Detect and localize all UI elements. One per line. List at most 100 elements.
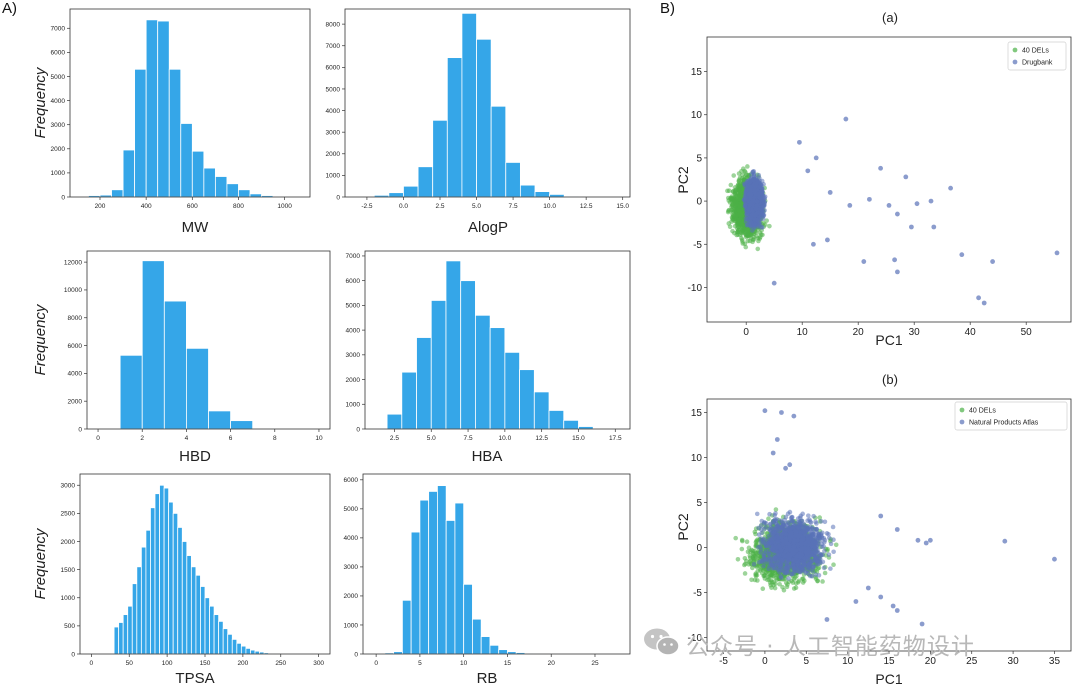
- y-tick-label: 6000: [326, 65, 341, 72]
- scatter-point: [959, 252, 965, 258]
- scatter-point: [796, 578, 802, 584]
- x-tick-label: 300: [313, 660, 324, 667]
- histogram-bar: [240, 645, 247, 655]
- scatter-point: [766, 516, 771, 521]
- y-tick-label: 1500: [61, 567, 76, 574]
- histogram-bar: [209, 605, 215, 655]
- scatter-point: [892, 257, 897, 263]
- scatter-point: [761, 203, 767, 209]
- y-tick-label: 6000: [344, 477, 359, 484]
- histogram-bar: [403, 185, 419, 198]
- x-tick-label: 800: [233, 203, 244, 210]
- histogram-bar: [401, 371, 417, 430]
- histogram-bar: [563, 419, 579, 430]
- plot-frame: [86, 250, 331, 430]
- histogram-bar: [186, 555, 192, 655]
- y-tick-label: 1000: [344, 622, 359, 629]
- histogram-bar: [249, 193, 262, 198]
- plot-frame: [706, 36, 1072, 323]
- scatter-point: [733, 192, 738, 197]
- histogram-bar: [430, 300, 447, 430]
- panel-b-label: B): [660, 0, 675, 17]
- x-tick-label: 400: [141, 203, 152, 210]
- histogram-bar: [519, 184, 536, 198]
- histogram-bar: [145, 529, 151, 655]
- scatter-point: [747, 553, 753, 559]
- scatter-point: [847, 203, 853, 208]
- y-tick-label: 5000: [326, 86, 341, 93]
- scatter-point: [756, 191, 761, 197]
- histogram-bar: [154, 493, 160, 655]
- x-tick-label: 10: [797, 327, 809, 338]
- histogram-bar: [476, 38, 492, 198]
- histogram-bar: [213, 614, 220, 655]
- histogram-bar: [204, 597, 210, 655]
- histogram-bar: [111, 189, 124, 198]
- histogram-bar: [505, 162, 521, 198]
- series-drugbank: [741, 116, 1060, 306]
- x-tick-label: 1000: [277, 203, 292, 210]
- x-tick-label: 0: [90, 660, 94, 667]
- scatter-point: [738, 212, 744, 218]
- x-tick-label: 4: [185, 435, 189, 442]
- y-tick-label: 2000: [61, 539, 76, 546]
- scatter-point: [727, 200, 733, 205]
- y-tick-label: 2000: [326, 151, 341, 158]
- histogram-hbd: 0 2 4 6 8 10020004000600080001000012000HBDFre…: [32, 250, 331, 465]
- x-tick-label: 10: [315, 435, 323, 442]
- histogram-bar: [489, 327, 506, 430]
- x-tick-label: 20: [548, 660, 556, 667]
- histogram-bar: [401, 599, 412, 655]
- y-tick-label: 5000: [51, 74, 66, 81]
- scatter-point: [742, 555, 748, 561]
- scatter-point: [740, 239, 745, 244]
- y-tick-label: 6000: [346, 278, 361, 285]
- scatter-point: [811, 241, 816, 247]
- histogram-bar: [231, 638, 238, 655]
- scatter-point: [768, 582, 773, 588]
- scatter-point: [767, 223, 772, 229]
- histogram-bar: [245, 647, 251, 655]
- scatter-point: [773, 507, 779, 512]
- x-tick-label: 2.5: [390, 435, 399, 442]
- scatter-point: [755, 235, 761, 241]
- histogram-bar: [186, 347, 209, 430]
- histogram-bar: [254, 650, 260, 655]
- histogram-bar: [416, 337, 432, 430]
- histogram-bar: [475, 314, 491, 430]
- scatter-point: [744, 222, 750, 228]
- y-tick-label: 3000: [51, 122, 66, 129]
- scatter-point: [747, 219, 753, 225]
- x-tick-label: 2: [140, 435, 144, 442]
- histogram-bar: [432, 119, 448, 198]
- x-tick-label: 2.5: [435, 203, 444, 210]
- histogram-bar: [480, 636, 491, 655]
- scatter-point: [739, 546, 745, 552]
- plot-frame: [69, 8, 311, 198]
- scatter-point: [742, 571, 748, 576]
- y-axis-label: PC2: [675, 166, 691, 193]
- x-tick-label: 20: [853, 327, 865, 338]
- scatter-point: [785, 582, 790, 587]
- chart-title: (a): [882, 10, 898, 25]
- y-tick-label: 7000: [346, 253, 361, 260]
- y-tick-label: 4000: [344, 535, 359, 542]
- histogram-bar: [446, 57, 463, 198]
- scatter-point: [777, 581, 782, 587]
- histogram-bar: [410, 531, 421, 655]
- y-tick-label: 10: [691, 110, 703, 121]
- scatter-point: [771, 280, 777, 286]
- histogram-bar: [172, 512, 179, 655]
- scatter-point: [745, 164, 750, 169]
- y-tick-label: 2000: [344, 593, 359, 600]
- histogram-bar: [218, 620, 224, 655]
- x-tick-label: 17.5: [609, 435, 622, 442]
- x-axis-label: HBA: [472, 448, 503, 465]
- y-tick-label: 1000: [51, 170, 66, 177]
- scatter-point: [755, 578, 760, 583]
- histogram-bar: [226, 183, 239, 198]
- y-tick-label: 500: [64, 623, 75, 630]
- scatter-point: [816, 565, 822, 571]
